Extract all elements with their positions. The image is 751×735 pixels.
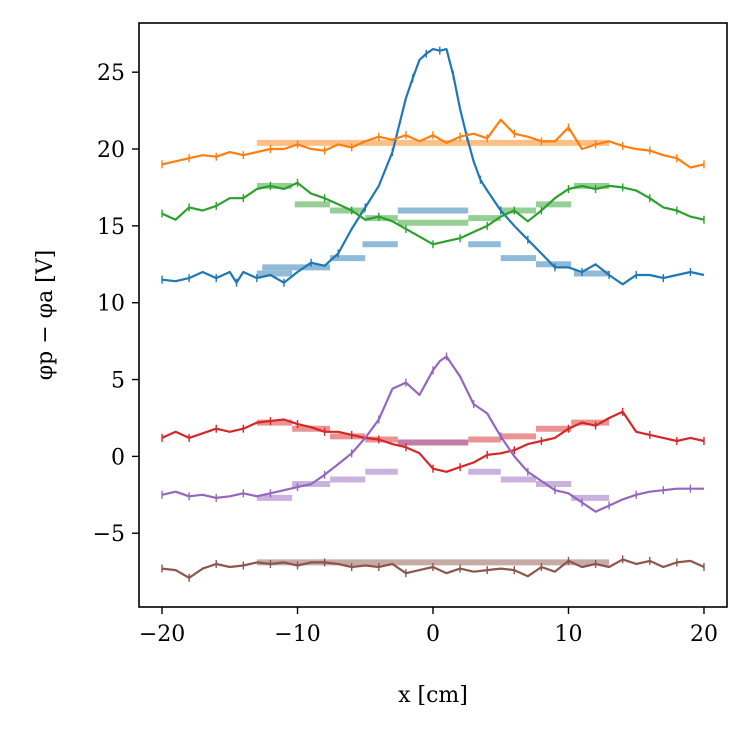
step-fit-layer	[256, 139, 610, 566]
y-tick-label: 15	[97, 215, 125, 240]
y-tick-label: 5	[111, 369, 125, 394]
y-tick-label: −5	[93, 522, 125, 547]
x-tick-label: −10	[274, 622, 320, 647]
purple-series-line	[161, 355, 704, 513]
x-tick-label: 0	[426, 622, 440, 647]
y-axis-label: φp − φa [V]	[33, 250, 58, 380]
y-tick-label: 25	[97, 61, 125, 86]
y-tick-label: 20	[97, 138, 125, 163]
green-series-line	[161, 181, 705, 246]
y-tick-label: 10	[97, 292, 125, 317]
series-layer	[161, 46, 705, 582]
x-tick-label: −20	[139, 622, 185, 647]
tick-layer: −20 −10 0 10 20 −5 0 5 10 15 20 25	[93, 61, 718, 647]
x-tick-label: 10	[554, 622, 582, 647]
x-tick-label: 20	[690, 622, 718, 647]
y-tick-label: 0	[111, 445, 125, 470]
x-axis-label: x [cm]	[398, 683, 468, 708]
plot-frame	[138, 22, 728, 608]
blue-series-line	[161, 47, 705, 286]
